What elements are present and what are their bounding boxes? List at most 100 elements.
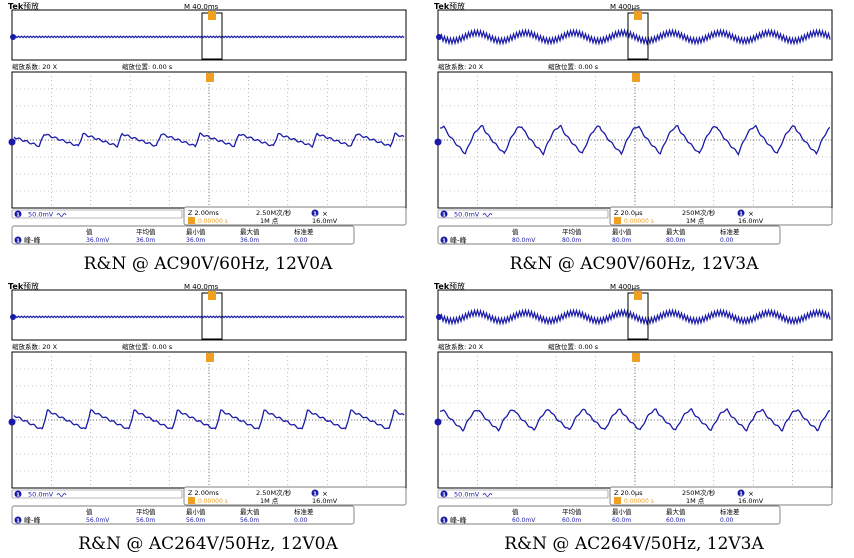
zoom-time-div: Z 20.0μs <box>614 489 643 497</box>
channel-ground-marker <box>10 34 16 40</box>
measure-value: 60.0m <box>562 517 581 524</box>
trigger-channel-badge <box>311 209 319 217</box>
zoom-factor: 缩放系数: 20 X <box>12 62 58 71</box>
measurement-label: 峰-峰 <box>24 236 41 245</box>
channel-ground-marker <box>436 314 442 320</box>
measurement-channel-number: 1 <box>442 518 446 524</box>
zoom-info-box <box>609 206 833 226</box>
record-length: 1M 点 <box>686 217 705 225</box>
zoom-factor: 缩放系数: 20 X <box>438 342 484 351</box>
measure-value: 36.0m <box>240 237 259 244</box>
channel-badge-number: 1 <box>442 212 446 218</box>
overview-trace <box>439 307 831 326</box>
measure-header: 平均值 <box>136 227 156 236</box>
trigger-channel-badge <box>737 489 745 497</box>
sample-rate: 250M次/秒 <box>682 488 716 497</box>
brand-logo: Tek <box>8 2 24 11</box>
channel-status-bar <box>11 209 183 219</box>
channel-status-bar <box>11 489 183 499</box>
timebase-label: M 40.0ms <box>184 3 219 11</box>
channel-1-marker <box>8 418 16 426</box>
sample-rate: 2.50M次/秒 <box>256 208 292 217</box>
trigger-position: 0.00000 s <box>198 218 228 225</box>
brand-logo: Tek <box>434 282 450 291</box>
zoom-factor: 缩放系数: 20 X <box>12 342 58 351</box>
main-trace <box>440 124 831 156</box>
panel-caption: R&N @ AC90V/60Hz, 12V3A <box>509 254 759 274</box>
measure-header: 最小值 <box>186 507 206 516</box>
channel-badge <box>14 490 22 498</box>
acq-mode: 预放 <box>449 281 465 291</box>
channel-scale: 50.0mV <box>454 211 480 219</box>
bandwidth-icon <box>482 493 493 497</box>
main-trace <box>13 132 405 148</box>
measure-value: 36.0m <box>136 237 155 244</box>
measure-header: 标准差 <box>294 507 314 516</box>
panel-caption: R&N @ AC264V/50Hz, 12V3A <box>504 534 764 554</box>
trigger-marker <box>206 73 214 82</box>
measure-header: 值 <box>86 507 93 516</box>
main-trace <box>13 409 405 430</box>
measure-header: 平均值 <box>562 507 582 516</box>
channel-badge-number: 1 <box>442 492 446 498</box>
channel-1-marker <box>8 138 16 146</box>
measure-header: 值 <box>512 507 519 516</box>
acq-mode: 预放 <box>449 1 465 11</box>
bandwidth-icon <box>56 213 67 217</box>
measure-header: 最小值 <box>612 227 632 236</box>
record-length: 1M 点 <box>260 217 279 225</box>
zoom-time-div: Z 2.00ms <box>188 209 219 217</box>
channel-badge <box>440 490 448 498</box>
trigger-position: 0.00000 s <box>624 498 654 505</box>
zoom-position: 缩放位置: 0.00 s <box>548 342 599 351</box>
trigger-position-icon <box>188 497 195 504</box>
timebase-label: M 40.0ms <box>184 283 219 291</box>
zoom-position: 缩放位置: 0.00 s <box>122 342 173 351</box>
zoom-position: 缩放位置: 0.00 s <box>548 62 599 71</box>
measure-value: 36.0m <box>186 237 205 244</box>
channel-scale: 50.0mV <box>454 491 480 499</box>
sample-rate: 2.50M次/秒 <box>256 488 292 497</box>
trigger-channel-number: 1 <box>313 491 317 497</box>
acq-mode: 预放 <box>23 281 39 291</box>
channel-ground-marker <box>10 314 16 320</box>
channel-status-bar <box>437 489 609 499</box>
measure-header: 标准差 <box>720 227 740 236</box>
measure-header: 标准差 <box>720 507 740 516</box>
measure-value: 0.00 <box>720 237 734 244</box>
panel-caption: R&N @ AC264V/50Hz, 12V0A <box>78 534 338 554</box>
trigger-slope-icon: ⨯ <box>748 210 754 218</box>
measure-header: 最小值 <box>186 227 206 236</box>
scope-panel-1: Tek 预放 M 40.0ms 缩放系数: 20 X 缩放位置: 0.00 s 1 50.0… <box>8 0 408 278</box>
measure-value: 80.0m <box>612 237 631 244</box>
measure-header: 最大值 <box>666 227 686 236</box>
trigger-marker-top <box>208 291 216 300</box>
scope-screen: Tek 预放 M 400μs 缩放系数: 20 X 缩放位置: 0.00 s 1 50.0m… <box>434 1 833 245</box>
channel-1-marker <box>434 418 442 426</box>
trigger-position: 0.00000 s <box>624 218 654 225</box>
trigger-marker <box>632 73 640 82</box>
measure-header: 最小值 <box>612 507 632 516</box>
timebase-label: M 400μs <box>610 283 640 291</box>
measure-header: 平均值 <box>562 227 582 236</box>
trigger-slope-icon: ⨯ <box>322 490 328 498</box>
channel-ground-marker <box>436 34 442 40</box>
measurement-channel-badge <box>14 516 22 524</box>
measure-header: 值 <box>86 227 93 236</box>
record-length: 1M 点 <box>686 497 705 505</box>
measure-value: 80.0m <box>562 237 581 244</box>
zoom-factor: 缩放系数: 20 X <box>438 62 484 71</box>
main-trace <box>439 408 830 432</box>
scope-panel-4: Tek 预放 M 400μs 缩放系数: 20 X 缩放位置: 0.00 s 1 50.0m… <box>434 280 834 558</box>
trigger-position: 0.00000 s <box>198 498 228 505</box>
brand-logo: Tek <box>434 2 450 11</box>
measurement-channel-number: 1 <box>442 238 446 244</box>
record-length: 1M 点 <box>260 497 279 505</box>
measure-header: 最大值 <box>666 507 686 516</box>
trigger-marker-top <box>634 291 642 300</box>
zoom-info-box <box>183 486 407 506</box>
trigger-slope-icon: ⨯ <box>748 490 754 498</box>
trigger-channel-number: 1 <box>739 491 743 497</box>
measure-value: 80.0mV <box>512 237 536 244</box>
channel-badge-number: 1 <box>16 212 20 218</box>
